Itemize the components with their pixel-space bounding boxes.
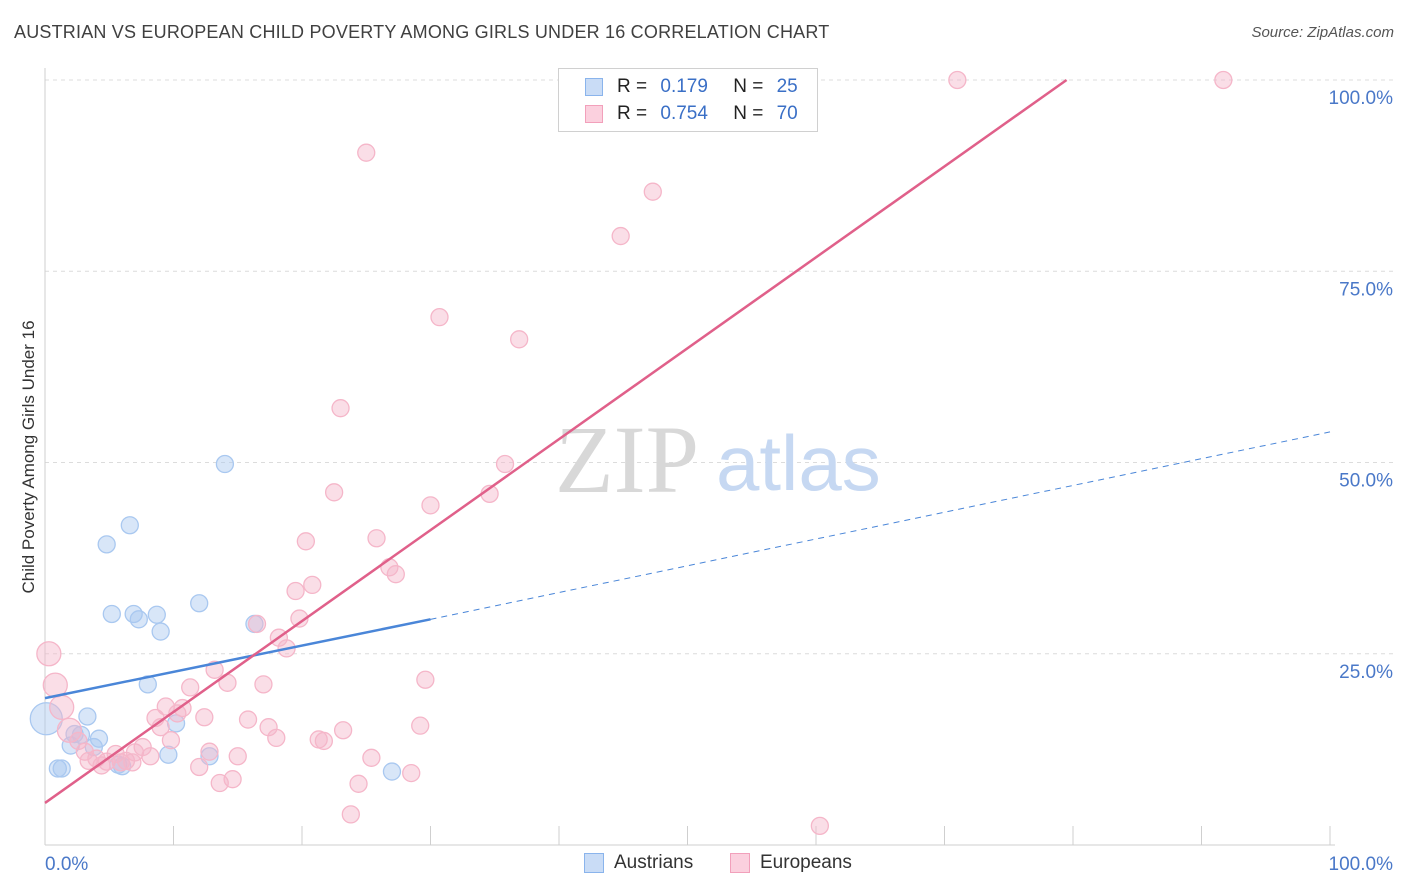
european-point xyxy=(303,575,322,595)
european-point xyxy=(69,731,88,751)
legend-r-label: R = xyxy=(617,103,648,124)
legend-item-europeans[interactable]: Europeans xyxy=(730,852,852,874)
european-point xyxy=(367,529,386,548)
european-point xyxy=(421,496,440,515)
austrian-point xyxy=(48,759,67,778)
source-credit: Source: ZipAtlas.com xyxy=(1251,24,1394,41)
legend-swatch-europeans xyxy=(730,853,750,873)
european-point xyxy=(362,748,381,767)
european-point xyxy=(510,330,529,349)
tick-labels: 25.0% 50.0% 75.0% 100.0% 0.0% 100.0% xyxy=(45,88,1393,875)
european-point xyxy=(495,454,515,474)
austrian-point xyxy=(151,622,170,641)
european-point xyxy=(267,728,286,748)
european-point xyxy=(402,763,421,783)
legend-swatch-europeans xyxy=(585,105,603,123)
european-point xyxy=(416,670,435,689)
european-point xyxy=(254,675,273,694)
european-point xyxy=(430,307,449,327)
chart-title: AUSTRIAN VS EUROPEAN CHILD POVERTY AMONG… xyxy=(14,22,830,42)
austrian-point xyxy=(89,729,109,748)
european-point xyxy=(411,716,430,735)
european-point xyxy=(228,747,247,766)
legend-item-austrians[interactable]: Austrians xyxy=(584,852,693,874)
austrian-point xyxy=(120,516,139,535)
european-point xyxy=(223,770,242,789)
legend-r-value: 0.179 xyxy=(660,76,708,97)
european-point xyxy=(49,694,75,720)
austrian-point xyxy=(129,610,148,629)
european-point xyxy=(948,70,967,90)
legend-label-europeans: Europeans xyxy=(760,852,852,873)
legend-swatch-austrians xyxy=(584,853,604,873)
watermark-atlas: atlas xyxy=(716,419,881,507)
legend-label-austrians: Austrians xyxy=(614,852,694,873)
european-point xyxy=(357,143,376,162)
european-point xyxy=(296,532,316,551)
european-point xyxy=(36,641,62,667)
european-point xyxy=(333,721,353,740)
european-point xyxy=(386,565,405,584)
austrian-point xyxy=(52,759,71,778)
austrian-point xyxy=(124,604,143,624)
austrian-point xyxy=(159,745,178,764)
austrian-point xyxy=(382,762,402,781)
legend-n-label: N = xyxy=(733,103,764,124)
european-point xyxy=(286,581,305,601)
austrian-point xyxy=(190,594,209,613)
series-europeans xyxy=(36,70,1233,836)
european-trend-line xyxy=(44,78,1068,804)
austrian-point xyxy=(147,605,166,624)
austrian-point xyxy=(78,707,97,726)
european-point xyxy=(168,704,187,723)
legend-n-label: N = xyxy=(733,76,764,97)
data-points xyxy=(29,70,1233,836)
european-point xyxy=(181,678,200,697)
european-point xyxy=(1214,70,1233,90)
european-point xyxy=(195,708,214,727)
watermark-zip: ZIP xyxy=(555,406,699,513)
european-point xyxy=(324,483,344,502)
x-tick-label: 0.0% xyxy=(45,854,88,875)
european-point xyxy=(238,710,258,729)
austrian-point xyxy=(102,604,121,624)
european-point xyxy=(643,182,662,201)
european-point xyxy=(331,399,350,418)
legend-n-value: 25 xyxy=(776,76,798,97)
european-point xyxy=(200,742,219,761)
european-point xyxy=(314,731,333,751)
regression-lines xyxy=(44,78,1331,804)
y-axis-label: Child Poverty Among Girls Under 16 xyxy=(19,320,38,593)
european-point xyxy=(290,609,309,628)
legend-swatch-austrians xyxy=(585,78,603,96)
european-point xyxy=(341,805,360,824)
austrian-trend-line xyxy=(44,618,431,700)
european-point xyxy=(75,742,94,761)
legend-r-label: R = xyxy=(617,76,648,97)
european-point xyxy=(611,226,630,246)
y-tick-label: 100.0% xyxy=(1329,88,1394,109)
european-point xyxy=(161,731,181,750)
axes xyxy=(44,68,1335,846)
legend-r-value: 0.754 xyxy=(660,103,708,124)
european-point xyxy=(190,757,209,777)
european-point xyxy=(247,614,267,634)
european-point xyxy=(810,816,830,836)
y-tick-label: 25.0% xyxy=(1339,662,1393,683)
gridlines xyxy=(45,79,1395,655)
european-point xyxy=(349,774,368,793)
y-tick-label: 50.0% xyxy=(1339,471,1393,492)
austrian-point xyxy=(97,535,116,554)
correlation-legend: R = 0.179 N = 25 R = 0.754 N = 70 xyxy=(558,68,818,132)
european-point xyxy=(133,737,152,757)
y-tick-label: 75.0% xyxy=(1339,279,1393,300)
european-point xyxy=(141,747,160,766)
legend-n-value: 70 xyxy=(776,103,798,124)
x-tick-label: 100.0% xyxy=(1329,854,1394,875)
austrian-point xyxy=(215,454,235,474)
